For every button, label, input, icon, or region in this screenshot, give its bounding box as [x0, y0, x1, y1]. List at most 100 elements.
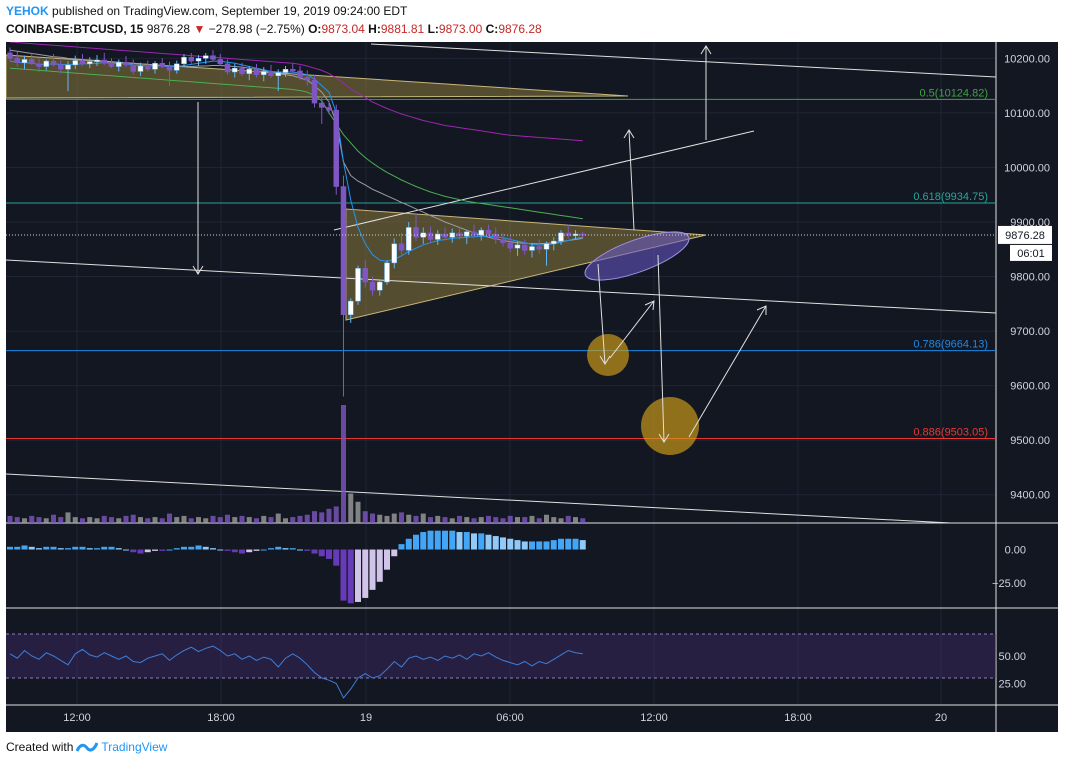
volume-bar: [152, 517, 158, 523]
candle-body: [485, 229, 492, 235]
time-tick-label: 12:00: [63, 712, 91, 724]
price-tick-label: 10200.00: [1004, 53, 1050, 65]
trading-chart[interactable]: 0.5(10124.82) 0.618(9934.75) 0.786(9664.13…: [6, 42, 1058, 732]
volume-bar: [51, 514, 56, 523]
volume-bar: [145, 518, 151, 523]
volume-bar: [232, 517, 238, 523]
candle-body: [232, 67, 238, 73]
macd-bar: [275, 546, 282, 550]
macd-bar: [536, 541, 543, 550]
macd-bar: [492, 536, 499, 550]
candle-body: [79, 60, 86, 65]
macd-bar: [579, 540, 586, 550]
volume-bar: [87, 517, 93, 523]
rsi-tick-label: 25.00: [998, 679, 1026, 691]
candle-body: [108, 62, 115, 67]
volume-bar: [493, 517, 499, 523]
target-circle-2[interactable]: [641, 397, 699, 455]
candle-body: [130, 64, 136, 72]
tradingview-brand[interactable]: TradingView: [101, 740, 168, 754]
macd-bar: [521, 541, 528, 550]
macd-bar: [144, 549, 151, 553]
candle-body: [384, 262, 390, 283]
candle-body: [442, 233, 448, 238]
volume-bar: [348, 493, 354, 523]
macd-bar: [340, 549, 347, 601]
volume-bar: [529, 515, 535, 523]
target-ellipse[interactable]: [580, 222, 694, 290]
target-circle-1[interactable]: [587, 334, 629, 376]
candle-body: [116, 61, 122, 67]
macd-bar: [427, 530, 434, 550]
macd-bar: [282, 548, 289, 550]
middle-channel-line[interactable]: [6, 259, 997, 314]
macd-bar: [369, 549, 376, 590]
candle-body: [50, 60, 57, 66]
candle-body: [311, 79, 318, 104]
macd-bar: [195, 545, 202, 550]
candle-body: [536, 246, 542, 250]
rsi-band: [6, 633, 996, 679]
macd-bar: [210, 548, 216, 550]
macd-bar: [304, 549, 311, 551]
macd-bar: [405, 538, 412, 550]
macd-bar: [311, 549, 318, 554]
macd-tick-label: 0.00: [1005, 545, 1026, 557]
candle-body: [514, 244, 521, 249]
volume-bar: [116, 518, 122, 523]
up-arrow-1[interactable]: [700, 45, 712, 140]
volume-bar: [377, 514, 383, 523]
candle-body: [565, 232, 571, 236]
down-arrow-3[interactable]: [657, 254, 670, 443]
macd-bar: [362, 549, 369, 598]
volume-bar: [478, 517, 484, 523]
candle-body: [282, 69, 289, 73]
upper-channel-line[interactable]: [370, 43, 997, 78]
macd-bar: [289, 548, 296, 550]
volume-bar: [109, 517, 114, 523]
candle-body: [275, 72, 281, 77]
breakout-trendline[interactable]: [333, 130, 755, 231]
down-arrow-1[interactable]: [192, 102, 204, 275]
up-arrow-2[interactable]: [623, 129, 635, 231]
up-arrow-4[interactable]: [688, 305, 767, 438]
volume-bar: [457, 515, 462, 523]
candle-body: [391, 243, 397, 264]
volume-bar: [471, 518, 477, 523]
volume-bar: [420, 513, 426, 523]
high-label: H:: [368, 22, 381, 36]
fib-level-label: 0.886(9503.05): [913, 427, 988, 439]
symbol-label: COINBASE:BTCUSD, 15: [6, 22, 144, 36]
candle-body: [304, 77, 310, 81]
macd-bar: [558, 538, 564, 550]
macd-bar: [543, 541, 550, 550]
macd-bar: [239, 549, 245, 554]
volume-bar: [217, 517, 223, 523]
macd-bar: [260, 549, 267, 551]
volume-bar: [290, 517, 296, 523]
macd-bar: [123, 549, 129, 551]
volume-bar: [449, 518, 455, 523]
down-arrow-2[interactable]: [597, 263, 611, 365]
volume-bar: [312, 511, 317, 523]
macd-bar: [115, 548, 122, 550]
macd-bar: [391, 549, 398, 557]
up-arrow-3[interactable]: [609, 300, 655, 359]
last-price: 9876.28: [146, 22, 191, 36]
volume-bar: [391, 513, 397, 523]
volume-bar: [283, 518, 288, 523]
candle-body: [72, 60, 78, 66]
author-name[interactable]: YEHOK: [6, 4, 49, 18]
candle-body: [137, 65, 144, 72]
volume-bar: [254, 518, 259, 523]
candle-body: [377, 281, 383, 291]
candle-body: [290, 69, 296, 72]
macd-bar: [43, 546, 50, 550]
macd-bar: [50, 546, 57, 550]
candle-body: [435, 233, 441, 240]
lower-channel-line[interactable]: [6, 473, 952, 524]
fib-level-label: 0.618(9934.75): [913, 191, 988, 203]
candle-body: [203, 55, 209, 59]
volume-bar: [413, 515, 419, 523]
macd-bar: [137, 549, 144, 554]
